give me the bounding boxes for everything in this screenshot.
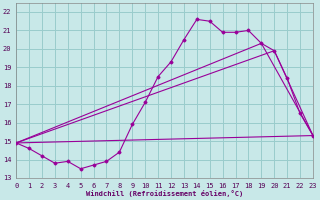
X-axis label: Windchill (Refroidissement éolien,°C): Windchill (Refroidissement éolien,°C) bbox=[86, 190, 243, 197]
